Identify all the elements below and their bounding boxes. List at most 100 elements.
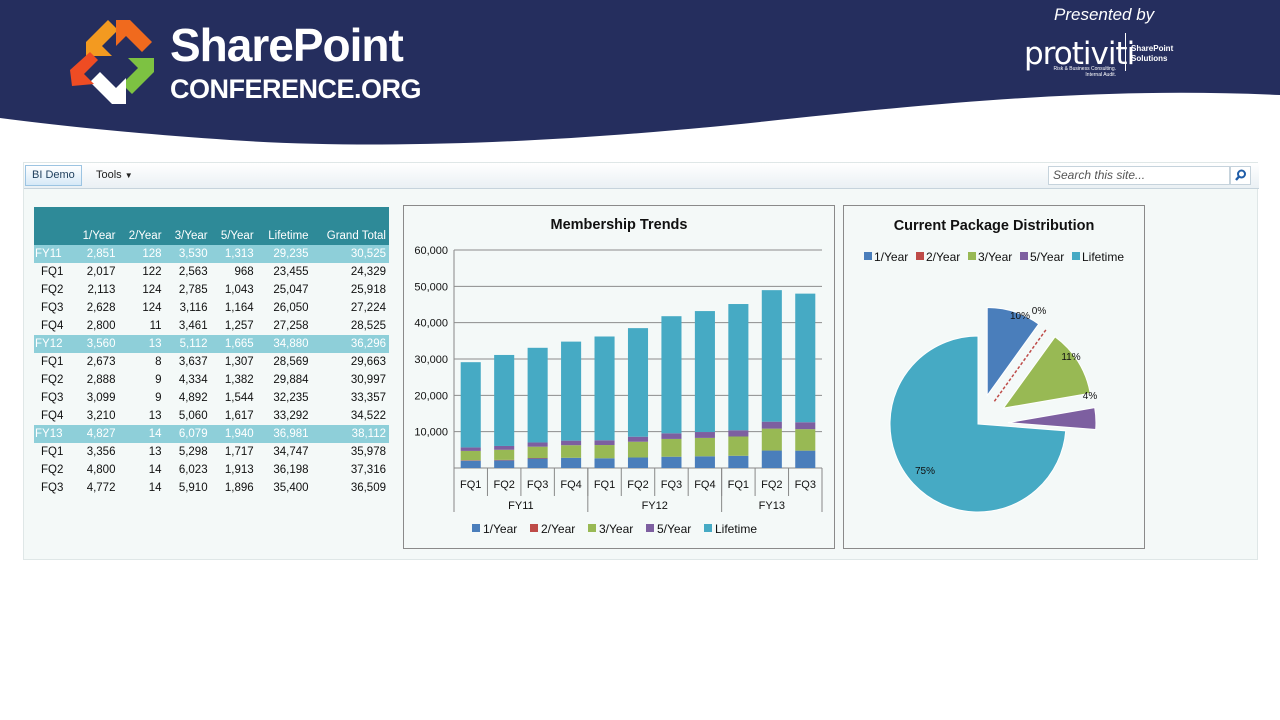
pivot-quarter-row[interactable]: FQ4 2,800 11 3,461 1,257 27,258 28,525 bbox=[34, 317, 389, 335]
bar-segment-lifetime bbox=[661, 316, 682, 434]
pivot-quarter-row[interactable]: FQ1 3,356 13 5,298 1,717 34,747 35,978 bbox=[34, 443, 389, 461]
tab-bi-demo[interactable]: BI Demo bbox=[25, 165, 82, 186]
sponsor-tagline-1: Risk & Business Consulting. bbox=[1053, 66, 1116, 72]
pivot-cell: 3,210 bbox=[86, 410, 116, 422]
pivot-quarter-row[interactable]: FQ2 2,113 124 2,785 1,043 25,047 25,918 bbox=[34, 281, 389, 299]
pivot-cell: 2,888 bbox=[86, 374, 116, 386]
search-button[interactable] bbox=[1230, 166, 1251, 185]
bar-segment-lifetime bbox=[594, 336, 615, 441]
pivot-quarter-row[interactable]: FQ3 2,628 124 3,116 1,164 26,050 27,224 bbox=[34, 299, 389, 317]
pivot-cell: 36,509 bbox=[350, 482, 386, 494]
legend-label: 1/Year bbox=[874, 250, 908, 264]
pivot-cell: 3,560 bbox=[72, 335, 119, 353]
bar-segment-lifetime bbox=[761, 290, 782, 422]
pivot-cell: 26,050 bbox=[273, 302, 309, 314]
trend-chart-plot: 10,000 20,000 30,000 40,000 50,000 60,000 FQ1 F… bbox=[414, 245, 823, 536]
bar-segment-3-year bbox=[728, 436, 749, 456]
bar-segment-3-year bbox=[761, 428, 782, 451]
pivot-cell: 1,896 bbox=[224, 482, 254, 494]
sponsor-tagline: Risk & Business Consulting. Internal Audi… bbox=[1040, 66, 1116, 78]
pivot-cell: 2,628 bbox=[86, 302, 116, 314]
y-tick-label: 30,000 bbox=[414, 354, 448, 366]
bar-segment-5-year bbox=[795, 422, 816, 430]
pivot-cell: 27,258 bbox=[273, 320, 309, 332]
sponsor-tagline-2: Internal Audit. bbox=[1085, 72, 1116, 78]
pivot-cell: 13 bbox=[118, 335, 165, 353]
legend-swatch bbox=[472, 524, 480, 532]
pivot-cell: 1,913 bbox=[224, 464, 254, 476]
pivot-cell: 4,800 bbox=[86, 464, 116, 476]
pivot-quarter-row[interactable]: FQ3 4,772 14 5,910 1,896 35,400 36,509 bbox=[34, 479, 389, 497]
bar-segment-1-year bbox=[527, 458, 548, 468]
pivot-cell: 3,099 bbox=[86, 392, 116, 404]
bar-segment-1-year bbox=[795, 450, 816, 468]
pivot-top-band-cell bbox=[34, 207, 389, 227]
legend-swatch bbox=[588, 524, 596, 532]
tab-tools[interactable]: Tools ▼ bbox=[96, 166, 133, 185]
pivot-row-label: FQ3 bbox=[41, 302, 64, 314]
pivot-column-header: 1/Year bbox=[72, 227, 119, 245]
bar-segment-lifetime bbox=[494, 354, 515, 446]
pivot-cell: 1,665 bbox=[210, 335, 257, 353]
pivot-row-label: FQ4 bbox=[41, 320, 64, 332]
pivot-cell: 3,116 bbox=[179, 302, 208, 314]
pivot-row-label: FQ2 bbox=[41, 374, 64, 386]
legend-label: 5/Year bbox=[1030, 250, 1064, 264]
pivot-cell: 14 bbox=[148, 464, 162, 476]
pivot-year-row[interactable]: FY11 2,851 128 3,530 1,313 29,235 30,525 bbox=[34, 245, 389, 263]
pivot-cell: 4,772 bbox=[86, 482, 116, 494]
pivot-quarter-row[interactable]: FQ1 2,017 122 2,563 968 23,455 24,329 bbox=[34, 263, 389, 281]
legend-label: 2/Year bbox=[926, 250, 960, 264]
logo-title: SharePoint bbox=[170, 19, 404, 71]
pivot-column-header: Grand Total bbox=[311, 227, 389, 245]
pivot-quarter-row[interactable]: FQ2 4,800 14 6,023 1,913 36,198 37,316 bbox=[34, 461, 389, 479]
pivot-cell: 124 bbox=[142, 302, 162, 314]
pivot-quarter-row[interactable]: FQ2 2,888 9 4,334 1,382 29,884 30,997 bbox=[34, 371, 389, 389]
x-group-label: FY13 bbox=[759, 500, 785, 512]
bar-segment-5-year bbox=[728, 430, 749, 437]
bar-segment-3-year bbox=[694, 437, 715, 457]
pivot-cell: 30,525 bbox=[311, 245, 389, 263]
pivot-cell: 2,673 bbox=[86, 356, 116, 368]
bar-segment-3-year bbox=[460, 450, 481, 461]
pivot-cell: 27,224 bbox=[350, 302, 386, 314]
ribbon-bar: BI Demo Tools ▼ Search this site... bbox=[24, 163, 1259, 189]
pivot-cell: 2,851 bbox=[72, 245, 119, 263]
bar-segment-5-year bbox=[527, 442, 548, 447]
pivot-cell: 11 bbox=[149, 320, 162, 332]
package-distribution-chart: Current Package Distribution 10% 0% 11% 4% 7… bbox=[843, 205, 1145, 549]
pivot-cell: 29,663 bbox=[350, 356, 386, 368]
bar-segment-5-year bbox=[494, 445, 515, 450]
sponsor-divider bbox=[1125, 33, 1126, 71]
pivot-quarter-row[interactable]: FQ1 2,673 8 3,637 1,307 28,569 29,663 bbox=[34, 353, 389, 371]
bar-segment-lifetime bbox=[728, 304, 749, 431]
pivot-quarter-row[interactable]: FQ4 3,210 13 5,060 1,617 33,292 34,522 bbox=[34, 407, 389, 425]
pivot-cell: 3,530 bbox=[164, 245, 211, 263]
legend-swatch bbox=[864, 252, 872, 260]
pivot-cell: 8 bbox=[155, 356, 162, 368]
bar-segment-1-year bbox=[494, 460, 515, 468]
bar-segment-1-year bbox=[627, 457, 649, 468]
bar-segment-lifetime bbox=[460, 362, 481, 448]
pivot-cell: 34,522 bbox=[350, 410, 386, 422]
bar-segment-lifetime bbox=[694, 311, 715, 433]
pivot-corner-cell bbox=[34, 227, 73, 245]
pivot-cell: 1,382 bbox=[224, 374, 254, 386]
presented-by-text: Presented by bbox=[1054, 5, 1155, 24]
pivot-cell: 1,544 bbox=[224, 392, 254, 404]
legend-swatch bbox=[704, 524, 712, 532]
x-tick-label: FQ2 bbox=[493, 479, 514, 491]
pivot-cell: 23,455 bbox=[273, 266, 309, 278]
pivot-cell: 2,563 bbox=[178, 266, 208, 278]
legend-label: 5/Year bbox=[657, 522, 691, 536]
x-tick-label: FQ4 bbox=[694, 479, 715, 491]
pivot-cell: 122 bbox=[142, 266, 162, 278]
pivot-cell: 35,400 bbox=[273, 482, 309, 494]
y-tick-label: 50,000 bbox=[414, 281, 448, 293]
pivot-quarter-row[interactable]: FQ3 3,099 9 4,892 1,544 32,235 33,357 bbox=[34, 389, 389, 407]
sponsor-solutions-1: SharePoint bbox=[1131, 44, 1174, 53]
search-input[interactable]: Search this site... bbox=[1048, 166, 1230, 185]
pivot-year-row[interactable]: FY13 4,827 14 6,079 1,940 36,981 38,112 bbox=[34, 425, 389, 443]
pivot-cell: 5,060 bbox=[178, 410, 208, 422]
pivot-year-row[interactable]: FY12 3,560 13 5,112 1,665 34,880 36,296 bbox=[34, 335, 389, 353]
